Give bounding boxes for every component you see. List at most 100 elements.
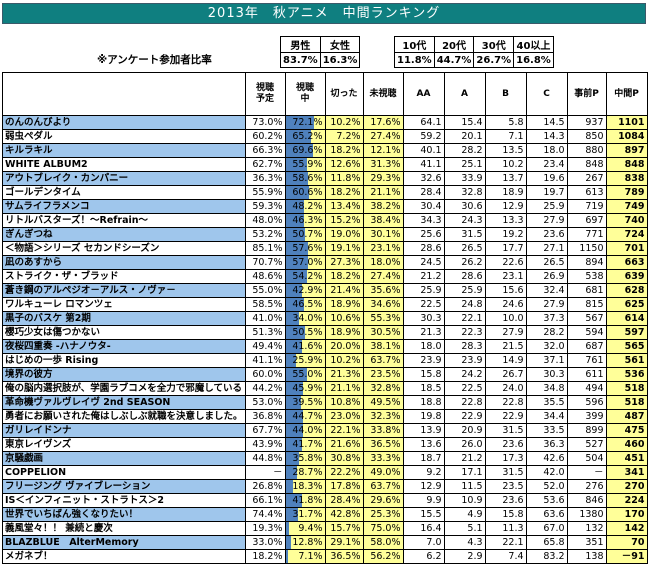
- age-header-10s: 10代: [394, 36, 435, 53]
- cell-midterm-points: 724: [605, 227, 648, 242]
- cell-midterm-points: 789: [605, 185, 648, 200]
- cell-currently-watching: 46.5%: [284, 297, 326, 312]
- cell-rating-a: 17.1: [443, 465, 486, 480]
- cell-pre-points: 538: [566, 269, 607, 284]
- cell-planned-to-watch: 44.2%: [244, 381, 286, 396]
- cell-midterm-points: 460: [605, 437, 648, 452]
- cell-rating-b: 15.6: [484, 283, 527, 298]
- watching-bar: [286, 354, 296, 367]
- cell-currently-watching: 34.0%: [284, 311, 326, 326]
- table-row: BLAZBLUE AlterMemory 33.0% 12.8% 29.1% 58.0%…: [2, 535, 648, 550]
- column-header-anime-title: [2, 72, 246, 116]
- cell-anime-title: 京騒戯画: [2, 451, 246, 466]
- cell-pre-points: 697: [566, 213, 607, 228]
- cell-dropped: 23.0%: [324, 409, 364, 424]
- cell-currently-watching: 31.7%: [284, 507, 326, 522]
- cell-anime-title: 蒼き鋼のアルペジオ－アルス・ノヴァ－: [2, 283, 246, 298]
- cell-rating-c: 28.2: [525, 325, 568, 340]
- cell-pre-points: 504: [566, 451, 607, 466]
- cell-rating-b: 11.3: [484, 521, 527, 536]
- cell-rating-a: 11.5: [443, 479, 486, 494]
- cell-planned-to-watch: 58.5%: [244, 297, 286, 312]
- cell-anime-title: WHITE ALBUM2: [2, 157, 246, 172]
- cell-dropped: 15.2%: [324, 213, 364, 228]
- watching-bar: [286, 172, 309, 185]
- cell-not-watched: 38.4%: [362, 213, 404, 228]
- cell-rating-a: 24.3: [443, 213, 486, 228]
- cell-rating-b: 5.8: [484, 115, 527, 130]
- watching-bar: [286, 508, 298, 521]
- cell-planned-to-watch: 85.1%: [244, 241, 286, 256]
- cell-pre-points: 880: [566, 143, 607, 158]
- watching-bar: [286, 200, 305, 213]
- cell-pre-points: 719: [566, 199, 607, 214]
- cell-rating-a: 5.1: [443, 521, 486, 536]
- cell-not-watched: 30.5%: [362, 325, 404, 340]
- cell-planned-to-watch: 60.2%: [244, 129, 286, 144]
- cell-dropped: 21.6%: [324, 437, 364, 452]
- cell-rating-b: 31.5: [484, 465, 527, 480]
- column-header-rating-c: C: [525, 72, 568, 116]
- cell-dropped: 18.9%: [324, 297, 364, 312]
- cell-rating-aa: 34.3: [402, 213, 445, 228]
- cell-rating-a: 28.2: [443, 143, 486, 158]
- cell-rating-a: 26.5: [443, 241, 486, 256]
- age-header-20s: 20代: [433, 36, 475, 53]
- cell-dropped: 7.2%: [324, 129, 364, 144]
- cell-pre-points: 815: [566, 297, 607, 312]
- cell-rating-aa: 9.2: [402, 465, 445, 480]
- age-value-20s: 44.7%: [433, 52, 475, 68]
- cell-pre-points: 351: [566, 535, 607, 550]
- cell-rating-a: 22.1: [443, 311, 486, 326]
- table-row: ぎんぎつね 53.2% 50.7% 19.0% 30.1% 25.6 31.5 19.2 23.…: [2, 227, 648, 242]
- cell-midterm-points: 639: [605, 269, 648, 284]
- cell-rating-c: 23.4: [525, 157, 568, 172]
- cell-midterm-points: 451: [605, 451, 648, 466]
- survey-ratio-label: ※アンケート参加者比率: [97, 54, 212, 66]
- cell-rating-aa: 7.0: [402, 535, 445, 550]
- cell-currently-watching: 50.5%: [284, 325, 326, 340]
- cell-rating-b: 10.0: [484, 311, 527, 326]
- cell-pre-points: 399: [566, 409, 607, 424]
- cell-rating-b: 23.6: [484, 437, 527, 452]
- cell-anime-title: リトルバスターズ！～Refrain～: [2, 213, 246, 228]
- cell-currently-watching: 50.7%: [284, 227, 326, 242]
- cell-midterm-points: 518: [605, 395, 648, 410]
- table-row: アウトブレイク・カンパニー 36.3% 58.6% 11.8% 29.3% 32.6 33.…: [2, 171, 648, 186]
- cell-rating-aa: 22.5: [402, 297, 445, 312]
- cell-midterm-points: 740: [605, 213, 648, 228]
- cell-rating-c: 52.0: [525, 479, 568, 494]
- watching-bar: [286, 116, 314, 129]
- cell-pre-points: 850: [566, 129, 607, 144]
- table-row: ガリレイドンナ 67.7% 44.0% 22.1% 33.8% 13.9 20.9 31.5 3…: [2, 423, 648, 438]
- cell-midterm-points: 614: [605, 311, 648, 326]
- cell-currently-watching: 45.9%: [284, 381, 326, 396]
- gender-header-female: 女性: [319, 36, 361, 53]
- cell-midterm-points: 749: [605, 199, 648, 214]
- cell-rating-b: 31.5: [484, 423, 527, 438]
- cell-rating-c: 27.9: [525, 213, 568, 228]
- cell-currently-watching: 44.0%: [284, 423, 326, 438]
- cell-not-watched: 49.0%: [362, 465, 404, 480]
- cell-planned-to-watch: 59.3%: [244, 199, 286, 214]
- cell-rating-c: 37.1: [525, 353, 568, 368]
- table-row: フリージング ヴァイブレーション 26.8% 18.3% 17.8% 63.7% 12.9…: [2, 479, 648, 494]
- cell-not-watched: 23.1%: [362, 241, 404, 256]
- cell-currently-watching: 57.6%: [284, 241, 326, 256]
- cell-pre-points: 894: [566, 255, 607, 270]
- cell-dropped: 18.2%: [324, 269, 364, 284]
- cell-planned-to-watch: 19.3%: [244, 521, 286, 536]
- cell-rating-a: 24.2: [443, 367, 486, 382]
- cell-anime-title: アウトブレイク・カンパニー: [2, 171, 246, 186]
- cell-rating-b: 22.9: [484, 409, 527, 424]
- cell-rating-c: 42.6: [525, 451, 568, 466]
- cell-midterm-points: 341: [605, 465, 648, 480]
- table-row: メガネブ！ 18.2% 7.1% 36.5% 56.2% 6.2 2.9 7.4 83.2 138…: [2, 549, 648, 564]
- cell-rating-b: 23.5: [484, 479, 527, 494]
- cell-rating-a: 24.8: [443, 297, 486, 312]
- cell-dropped: 10.8%: [324, 395, 364, 410]
- cell-pre-points: 613: [566, 185, 607, 200]
- column-header-currently-watching: 視聴中: [284, 72, 326, 116]
- cell-rating-a: 22.5: [443, 381, 486, 396]
- cell-midterm-points: 487: [605, 409, 648, 424]
